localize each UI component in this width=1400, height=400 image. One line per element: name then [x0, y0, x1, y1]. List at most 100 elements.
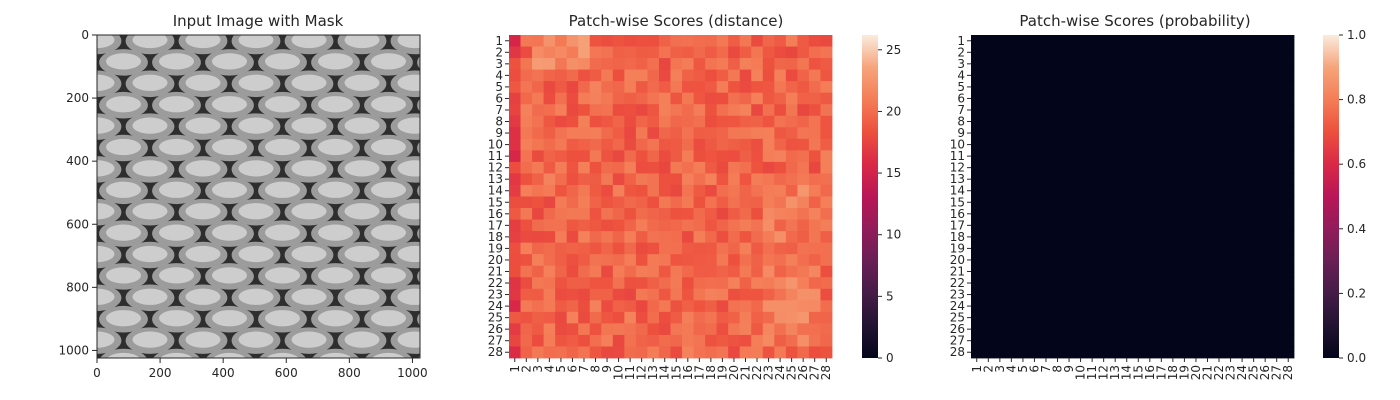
heatmap-cell — [1017, 184, 1030, 197]
row-label: 6 — [495, 91, 503, 105]
heatmap-cell — [520, 196, 533, 209]
heatmap-cell — [1155, 150, 1168, 163]
heatmap-cell — [543, 254, 556, 267]
heatmap-cell — [982, 208, 995, 220]
heatmap-cell — [578, 334, 591, 347]
heatmap-cell — [994, 81, 1007, 94]
col-label: 11 — [1085, 365, 1099, 380]
heatmap-cell — [1178, 346, 1191, 359]
heatmap-cell — [1017, 46, 1030, 59]
heatmap-cell — [971, 69, 983, 82]
heatmap-cell — [1063, 173, 1076, 186]
honeycomb-cell — [100, 348, 147, 358]
heatmap-cell — [1074, 219, 1087, 232]
heatmap-cell — [774, 161, 787, 174]
heatmap-cell — [1017, 254, 1030, 267]
heatmap-cell — [705, 92, 718, 105]
heatmap-cell — [532, 196, 545, 209]
heatmap-cell — [1178, 35, 1191, 47]
panel-input-image: Input Image with Mask 0 200 400 600 800 1000 … — [20, 10, 427, 380]
heatmap-cell — [1270, 196, 1283, 209]
heatmap-cell — [578, 173, 591, 186]
heatmap-cell — [1097, 300, 1110, 313]
heatmap-cell — [601, 242, 614, 255]
heatmap-cell — [1040, 138, 1053, 151]
heatmap-cell — [1017, 115, 1030, 128]
heatmap-cell — [1097, 81, 1110, 94]
heatmap-cell — [1236, 161, 1249, 174]
heatmap-cell — [751, 58, 764, 71]
honeycomb-highlight — [185, 74, 221, 91]
heatmap-cell — [762, 208, 775, 220]
heatmap-cell — [509, 277, 521, 290]
heatmap-cell — [1120, 300, 1133, 313]
heatmap-cell — [982, 161, 995, 174]
heatmap-cell — [589, 208, 602, 220]
heatmap-cell — [670, 58, 683, 71]
heatmap-cell — [1213, 173, 1226, 186]
heatmap-cell — [624, 346, 637, 359]
heatmap-cell — [612, 69, 625, 82]
heatmap-cell — [682, 196, 694, 209]
honeycomb-cell — [20, 156, 69, 183]
heatmap-cell — [543, 311, 556, 324]
probability-heatmap-cells — [971, 35, 1295, 359]
y-tick-label: 400 — [66, 154, 89, 168]
heatmap-cell — [1236, 277, 1249, 290]
heatmap-cell — [1086, 58, 1099, 71]
heatmap-cell — [532, 334, 545, 347]
heatmap-cell — [601, 92, 614, 105]
heatmap-cell — [751, 69, 764, 82]
heatmap-cell — [635, 231, 648, 244]
honeycomb-highlight — [106, 10, 141, 26]
heatmap-cell — [785, 288, 798, 301]
heatmap-cell — [1190, 242, 1203, 255]
heatmap-cell — [1028, 265, 1041, 278]
heatmap-cell — [1190, 69, 1203, 82]
heatmap-cell — [693, 196, 706, 209]
heatmap-cell — [601, 346, 614, 359]
heatmap-cell — [1270, 92, 1283, 105]
heatmap-cell — [820, 35, 833, 47]
honeycomb-cell — [417, 141, 420, 155]
heatmap-cell — [1074, 288, 1087, 301]
heatmap-cell — [1017, 161, 1030, 174]
honeycomb-cell — [417, 56, 420, 69]
heatmap-cell — [751, 115, 764, 128]
heatmap-cell — [682, 69, 694, 82]
honeycomb-highlight — [344, 245, 380, 263]
heatmap-cell — [971, 35, 983, 47]
heatmap-cell — [658, 219, 671, 232]
heatmap-cell — [1259, 104, 1272, 117]
heatmap-cell — [705, 173, 718, 186]
heatmap-cell — [532, 323, 545, 336]
heatmap-cell — [1097, 242, 1110, 255]
heatmap-cell — [785, 300, 798, 313]
heatmap-cell — [693, 35, 706, 47]
heatmap-cell — [774, 231, 787, 244]
heatmap-cell — [994, 242, 1007, 255]
heatmap-cell — [785, 58, 798, 71]
heatmap-cell — [971, 184, 983, 197]
heatmap-cell — [647, 58, 660, 71]
heatmap-cell — [1247, 161, 1260, 174]
heatmap-cell — [1167, 334, 1180, 347]
heatmap-cell — [658, 334, 671, 347]
probability-heatmap-row-labels: 1234567891011121314151617181920212223242… — [950, 34, 971, 359]
heatmap-cell — [670, 161, 683, 174]
heatmap-cell — [1132, 81, 1145, 94]
heatmap-cell — [1063, 115, 1076, 128]
heatmap-cell — [543, 173, 556, 186]
heatmap-cell — [1270, 311, 1283, 324]
heatmap-cell — [739, 265, 752, 278]
heatmap-cell — [543, 81, 556, 94]
honeycomb-highlight — [132, 74, 168, 91]
heatmap-cell — [543, 334, 556, 347]
honeycomb-highlight — [185, 160, 221, 177]
heatmap-cell — [820, 115, 833, 128]
heatmap-cell — [1005, 288, 1018, 301]
heatmap-cell — [1109, 334, 1122, 347]
heatmap-cell — [1224, 288, 1237, 301]
heatmap-cell — [971, 346, 983, 359]
heatmap-cell — [578, 69, 591, 82]
